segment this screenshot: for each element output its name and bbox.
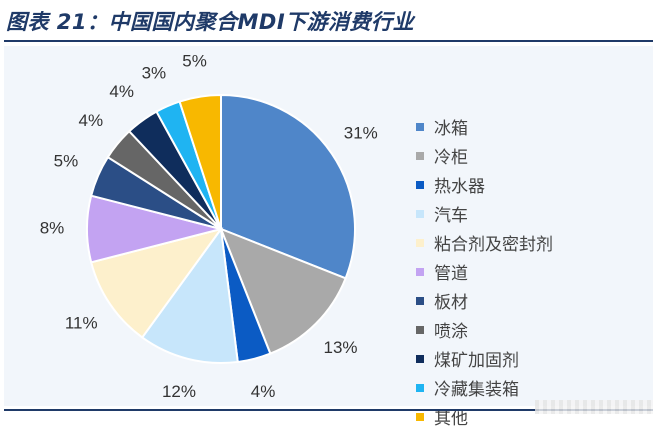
legend-item: 喷涂 xyxy=(416,315,553,344)
data-label: 4% xyxy=(251,382,276,401)
title-bar: 图表 21：中国国内聚合MDI下游消费行业 xyxy=(0,0,657,44)
legend-swatch xyxy=(416,383,424,392)
legend-item: 管道 xyxy=(416,257,553,286)
data-label: 13% xyxy=(323,338,357,357)
legend-swatch xyxy=(416,296,424,305)
legend-swatch xyxy=(416,151,424,160)
legend-item: 冰箱 xyxy=(416,112,553,141)
data-label: 3% xyxy=(142,63,167,82)
data-label: 5% xyxy=(182,52,207,71)
legend-label: 冷柜 xyxy=(434,148,468,168)
legend-swatch xyxy=(416,180,424,189)
legend-swatch xyxy=(416,238,424,247)
data-label: 31% xyxy=(344,123,378,142)
pie-slice xyxy=(89,227,224,339)
data-label: 8% xyxy=(40,218,65,237)
chart-title: 图表 21：中国国内聚合MDI下游消费行业 xyxy=(6,10,415,34)
pie-slice xyxy=(140,226,239,364)
watermark xyxy=(535,400,653,414)
legend-swatch xyxy=(416,267,424,276)
legend-item: 煤矿加固剂 xyxy=(416,344,553,373)
title-divider xyxy=(4,40,653,42)
legend-label: 冷藏集装箱 xyxy=(434,380,519,400)
chart-panel: 31% 13% 4% 12% 11% 8% 5% 4% 4% 3% 5% 冰箱冷柜热水器汽车粘合剂及… xyxy=(4,46,653,429)
legend-item: 热水器 xyxy=(416,170,553,199)
legend-label: 汽车 xyxy=(434,206,468,226)
legend-swatch xyxy=(416,325,424,334)
legend-label: 管道 xyxy=(434,264,468,284)
legend-item: 冷藏集装箱 xyxy=(416,373,553,402)
legend-label: 粘合剂及密封剂 xyxy=(434,235,553,255)
data-label: 11% xyxy=(65,313,98,332)
legend-label: 煤矿加固剂 xyxy=(434,351,519,371)
legend-swatch xyxy=(416,122,424,131)
data-label: 4% xyxy=(78,111,103,130)
legend-label: 喷涂 xyxy=(434,322,468,342)
pie-slice xyxy=(219,227,347,355)
data-label: 5% xyxy=(54,151,79,170)
legend-item: 粘合剂及密封剂 xyxy=(416,228,553,257)
legend-item: 汽车 xyxy=(416,199,553,228)
data-label: 12% xyxy=(162,382,196,401)
pie-chart: 31% 13% 4% 12% 11% 8% 5% 4% 4% 3% 5% xyxy=(40,52,378,402)
legend-item: 板材 xyxy=(416,286,553,315)
data-label: 4% xyxy=(109,82,134,101)
legend-label: 冰箱 xyxy=(434,119,468,139)
legend-label: 热水器 xyxy=(434,177,485,197)
legend: 冰箱 冷柜 热水器 汽车 粘合剂及密封剂 管道 板材 喷涂 煤矿加固剂 冷藏集装箱 其他 xyxy=(416,112,553,431)
legend-swatch xyxy=(416,354,424,363)
legend-item: 冷柜 xyxy=(416,141,553,170)
pie-slice xyxy=(220,93,356,280)
legend-swatch xyxy=(416,209,424,218)
bottom-divider xyxy=(4,409,653,411)
legend-label: 板材 xyxy=(434,293,468,313)
pie-slice xyxy=(178,93,222,230)
